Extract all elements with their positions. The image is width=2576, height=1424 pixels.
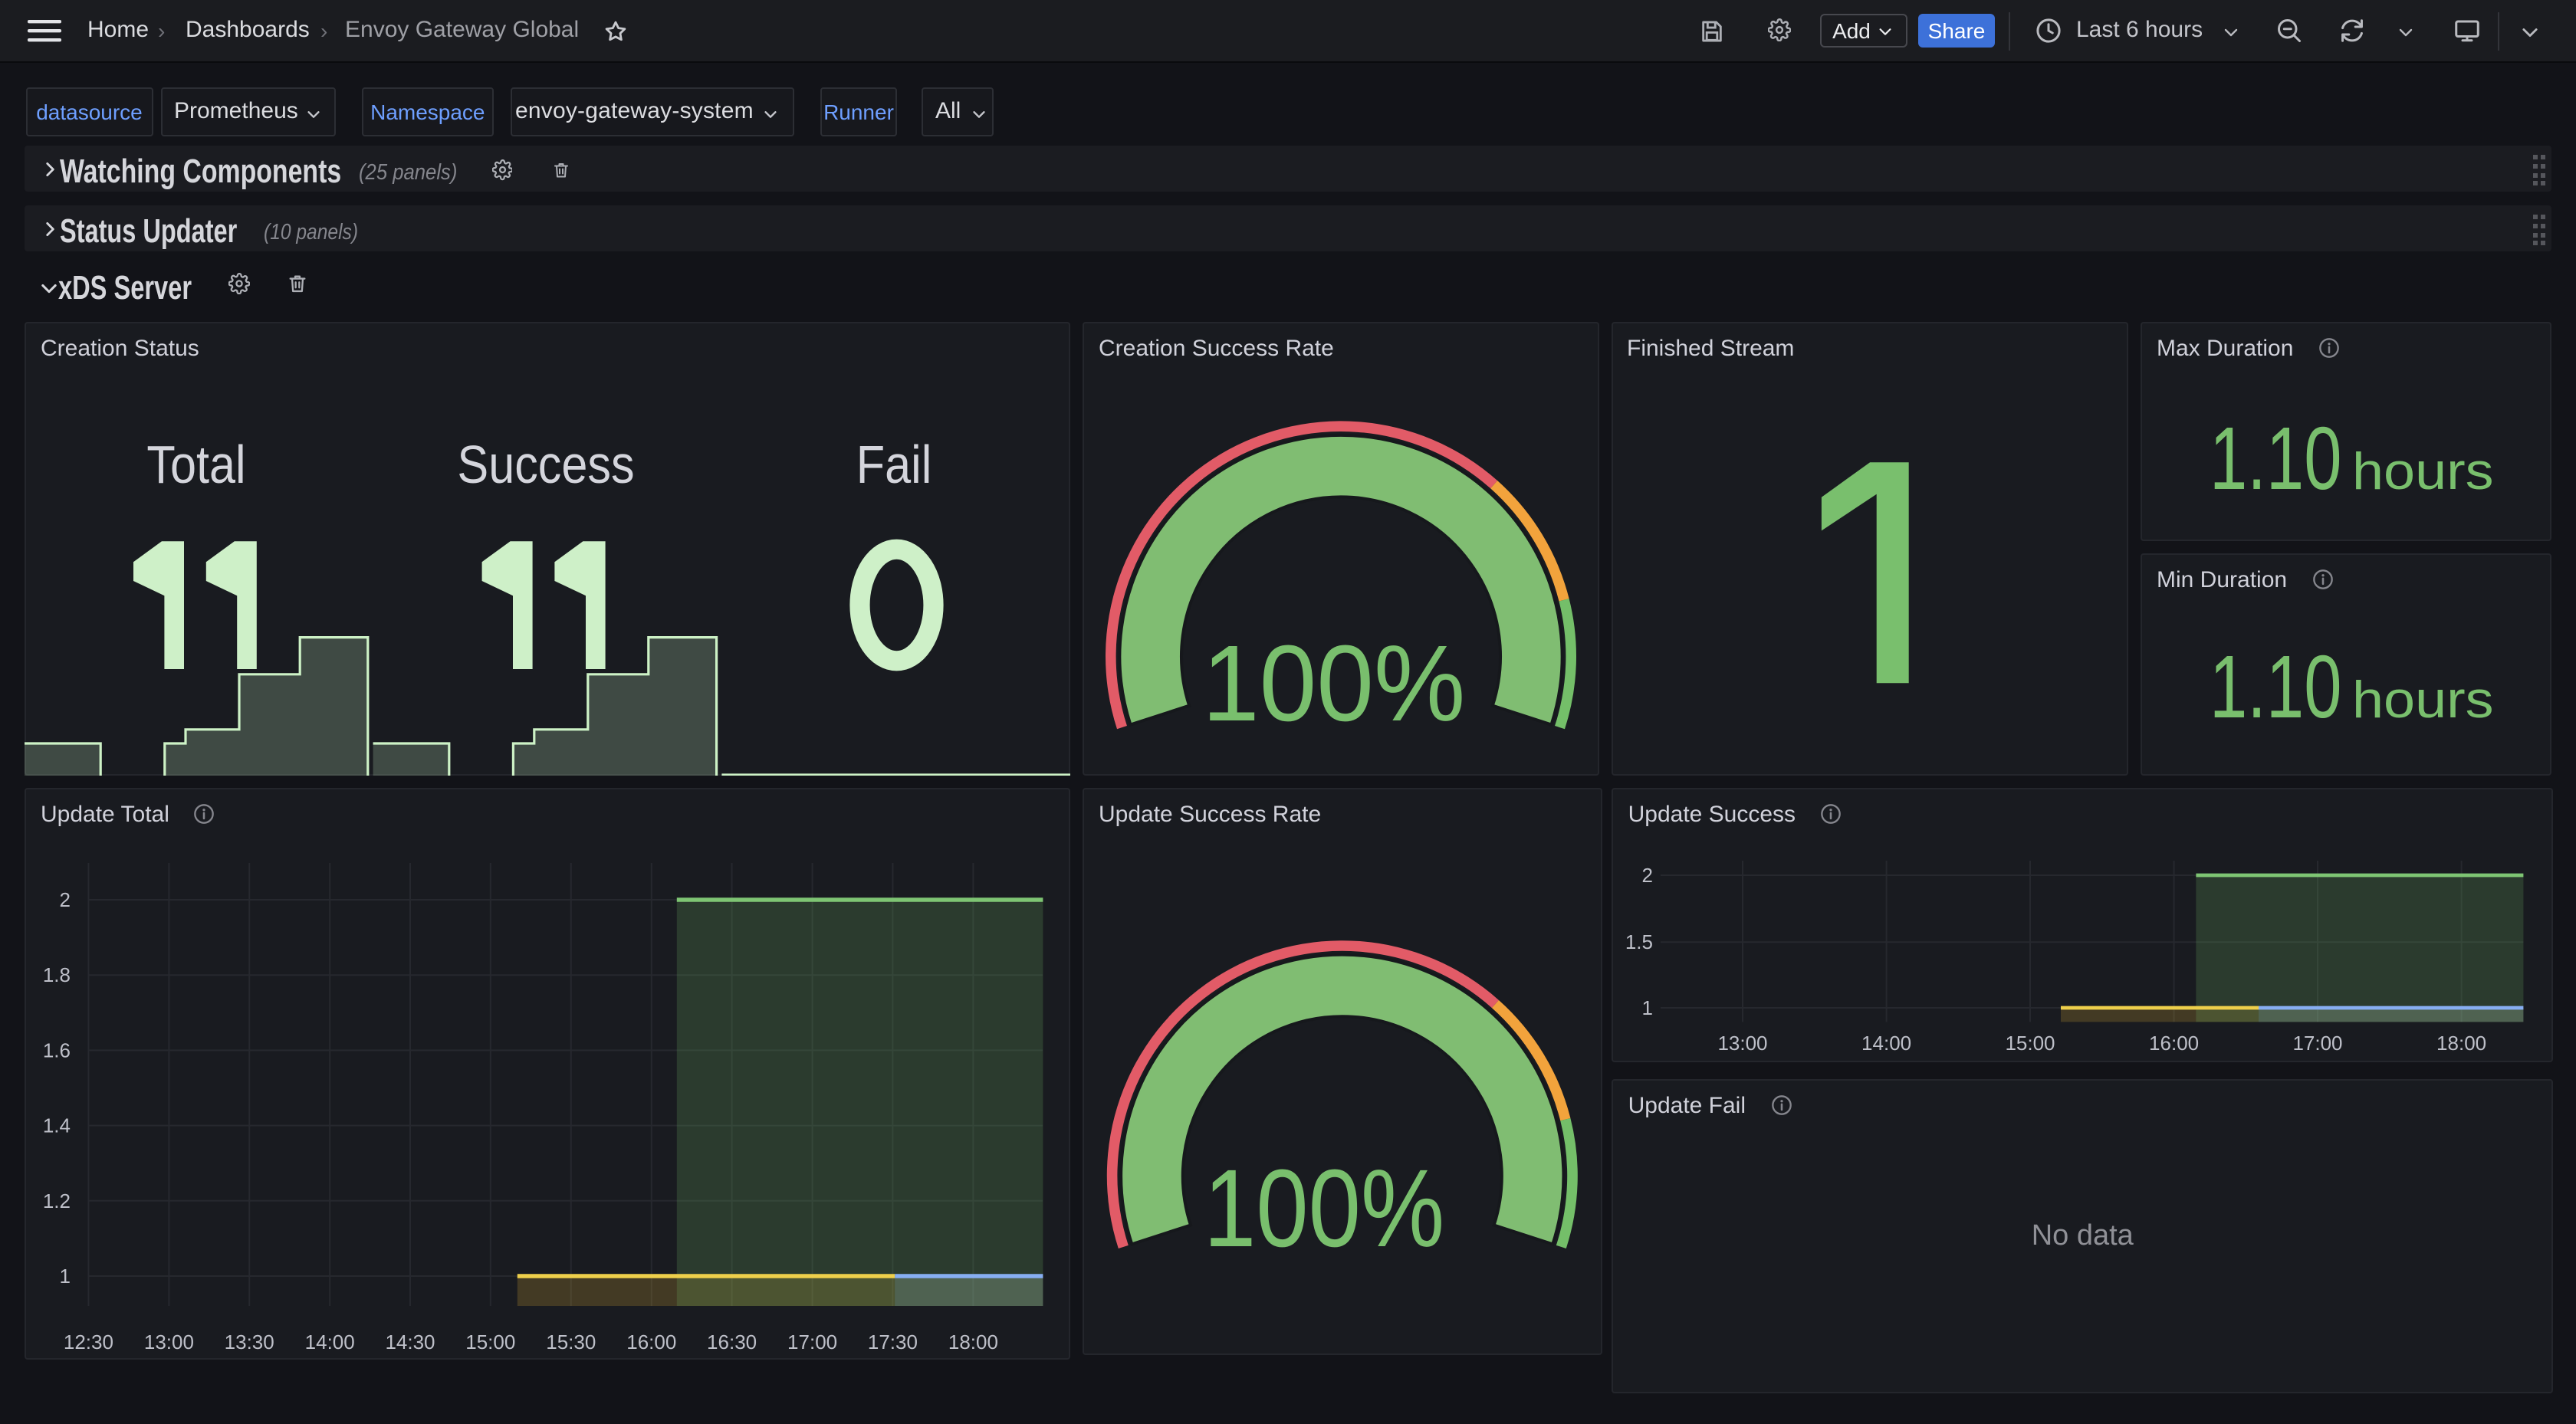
svg-text:17:30: 17:30 [868, 1330, 918, 1353]
svg-text:1.2: 1.2 [43, 1189, 71, 1212]
svg-text:1: 1 [60, 1265, 71, 1288]
svg-text:18:00: 18:00 [2437, 1032, 2487, 1055]
svg-text:14:30: 14:30 [385, 1330, 435, 1353]
svg-text:15:30: 15:30 [546, 1330, 596, 1353]
svg-text:13:30: 13:30 [225, 1330, 274, 1353]
svg-text:18:00: 18:00 [948, 1330, 998, 1353]
svg-text:16:30: 16:30 [707, 1330, 757, 1353]
svg-text:1.5: 1.5 [1625, 930, 1653, 953]
svg-text:16:00: 16:00 [2150, 1032, 2200, 1055]
svg-text:1.8: 1.8 [43, 963, 71, 986]
svg-text:14:00: 14:00 [1862, 1032, 1912, 1055]
svg-text:17:00: 17:00 [2293, 1032, 2343, 1055]
svg-text:13:00: 13:00 [144, 1330, 194, 1353]
svg-text:1.4: 1.4 [43, 1114, 71, 1137]
svg-text:13:00: 13:00 [1718, 1032, 1768, 1055]
svg-text:2: 2 [1642, 864, 1653, 887]
svg-text:1: 1 [1642, 996, 1653, 1019]
svg-text:15:00: 15:00 [465, 1330, 515, 1353]
svg-text:12:30: 12:30 [64, 1330, 113, 1353]
svg-text:17:00: 17:00 [787, 1330, 837, 1353]
svg-text:14:00: 14:00 [305, 1330, 355, 1353]
svg-text:1.6: 1.6 [43, 1038, 71, 1061]
svg-text:15:00: 15:00 [2006, 1032, 2055, 1055]
svg-text:2: 2 [60, 888, 71, 911]
svg-text:16:00: 16:00 [626, 1330, 676, 1353]
